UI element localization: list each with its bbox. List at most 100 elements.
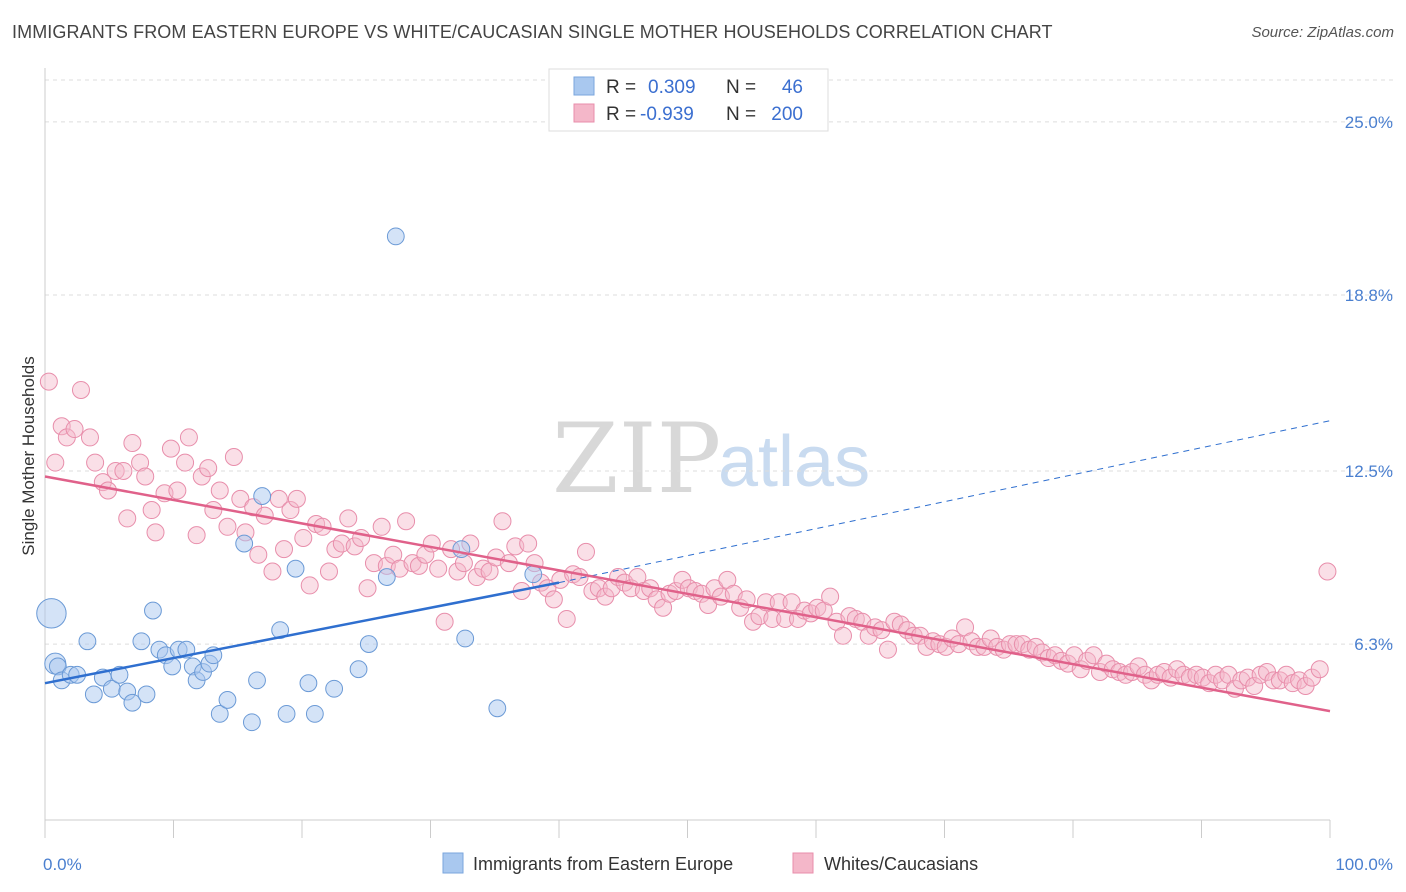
watermark: ZIP atlas bbox=[552, 403, 870, 515]
point-whites bbox=[422, 534, 441, 553]
point-whites bbox=[224, 447, 243, 466]
point-immigrants bbox=[218, 691, 237, 709]
watermark-zip: ZIP bbox=[552, 403, 721, 515]
point-whites bbox=[176, 453, 195, 472]
point-whites bbox=[1318, 562, 1337, 581]
point-immigrants bbox=[84, 685, 103, 704]
point-whites bbox=[146, 523, 165, 542]
point-immigrants bbox=[299, 674, 318, 693]
point-whites bbox=[275, 540, 294, 559]
point-immigrants bbox=[248, 671, 266, 690]
point-whites bbox=[319, 562, 338, 581]
point-whites bbox=[1245, 676, 1264, 695]
point-whites bbox=[187, 526, 206, 545]
point-whites bbox=[249, 545, 268, 564]
legend-r-label-blue: R = bbox=[606, 77, 636, 98]
trendline-whites bbox=[44, 475, 1331, 713]
point-whites bbox=[493, 512, 512, 531]
point-whites bbox=[576, 542, 595, 561]
point-whites bbox=[199, 459, 218, 478]
trendlines bbox=[44, 420, 1331, 713]
axes bbox=[44, 68, 1331, 838]
point-immigrants bbox=[253, 487, 272, 505]
point-whites bbox=[123, 434, 142, 453]
point-immigrants bbox=[349, 660, 368, 679]
point-whites bbox=[106, 461, 125, 480]
trendline-immigrants bbox=[44, 581, 560, 685]
y-axis-label: Single Mother Households bbox=[19, 356, 38, 555]
legend-r-label-pink: R = bbox=[606, 104, 636, 125]
point-immigrants bbox=[286, 559, 305, 578]
point-whites bbox=[294, 528, 313, 547]
point-whites bbox=[821, 587, 840, 606]
point-whites bbox=[39, 372, 58, 391]
legend-n-value-blue: 46 bbox=[782, 77, 803, 98]
watermark-atlas: atlas bbox=[718, 422, 870, 502]
point-whites bbox=[114, 461, 133, 480]
point-whites bbox=[833, 626, 852, 645]
point-whites bbox=[287, 489, 306, 508]
point-whites bbox=[300, 576, 319, 595]
x-tick-label: 100.0% bbox=[1335, 855, 1393, 874]
point-immigrants bbox=[488, 699, 507, 718]
point-whites bbox=[782, 593, 801, 612]
legend-n-value-pink: 200 bbox=[771, 104, 803, 125]
y-tick-label: 18.8% bbox=[1345, 286, 1393, 305]
legend-swatch-pink bbox=[573, 103, 595, 123]
bottom-legend-label-pink: Whites/Caucasians bbox=[824, 854, 978, 874]
point-whites bbox=[98, 481, 117, 500]
point-immigrants bbox=[78, 632, 97, 651]
point-whites bbox=[71, 380, 90, 399]
y-tick-label: 25.0% bbox=[1345, 113, 1393, 132]
legend-r-value-pink: -0.939 bbox=[640, 104, 694, 125]
point-immigrants bbox=[271, 621, 290, 640]
point-immigrants bbox=[386, 227, 405, 246]
point-immigrants bbox=[132, 632, 151, 651]
source-label: Source: ZipAtlas.com bbox=[1251, 24, 1394, 41]
point-whites bbox=[544, 590, 563, 609]
point-whites bbox=[1310, 660, 1329, 679]
point-immigrants bbox=[123, 693, 142, 712]
y-tick-label: 12.5% bbox=[1345, 462, 1393, 481]
legend-n-label-blue: N = bbox=[726, 77, 756, 98]
point-whites bbox=[878, 640, 897, 659]
bottom-legend: Immigrants from Eastern Europe Whites/Ca… bbox=[442, 852, 978, 874]
point-immigrants bbox=[377, 568, 396, 586]
series-whites-points bbox=[39, 372, 1337, 698]
y-tick-label: 6.3% bbox=[1354, 635, 1393, 654]
point-whites bbox=[118, 509, 137, 528]
point-whites bbox=[131, 453, 150, 472]
legend-n-label-pink: N = bbox=[726, 104, 756, 125]
point-whites bbox=[168, 481, 187, 500]
point-whites bbox=[231, 489, 250, 508]
legend-swatch-blue bbox=[573, 76, 595, 96]
point-immigrants bbox=[325, 679, 344, 698]
bottom-legend-label-blue: Immigrants from Eastern Europe bbox=[473, 854, 733, 874]
legend-box bbox=[548, 68, 829, 132]
point-immigrants bbox=[305, 704, 324, 723]
point-immigrants bbox=[452, 540, 471, 559]
x-tick-label: 0.0% bbox=[43, 855, 82, 874]
point-immigrants bbox=[456, 629, 475, 648]
point-immigrants bbox=[524, 565, 543, 584]
y-tick-labels: 6.3% 12.5% 18.8% 25.0% bbox=[1345, 113, 1393, 654]
point-whites bbox=[204, 501, 223, 520]
point-immigrants bbox=[242, 713, 261, 732]
point-whites bbox=[339, 509, 358, 528]
point-whites bbox=[161, 439, 180, 458]
x-tick-labels: 0.0% 100.0% bbox=[43, 855, 1393, 874]
point-whites bbox=[80, 428, 99, 447]
point-whites bbox=[281, 501, 300, 520]
point-whites bbox=[218, 517, 237, 536]
point-whites bbox=[429, 559, 448, 578]
point-immigrants bbox=[36, 598, 67, 629]
point-whites bbox=[86, 453, 105, 472]
point-immigrants bbox=[359, 635, 378, 653]
point-whites bbox=[435, 612, 454, 631]
chart-title: IMMIGRANTS FROM EASTERN EUROPE VS WHITE/… bbox=[12, 22, 1053, 42]
point-whites bbox=[210, 481, 229, 500]
point-whites bbox=[409, 556, 428, 575]
point-immigrants bbox=[144, 601, 162, 620]
point-immigrants bbox=[210, 704, 229, 723]
